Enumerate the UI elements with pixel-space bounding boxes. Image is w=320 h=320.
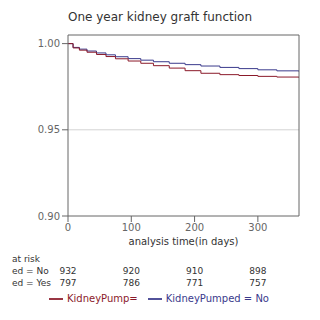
svg-text:analysis time(in days): analysis time(in days) [129, 236, 239, 247]
svg-text:757: 757 [249, 278, 266, 288]
svg-text:0: 0 [65, 222, 71, 233]
svg-text:300: 300 [248, 222, 267, 233]
svg-text:1.00: 1.00 [38, 38, 60, 49]
svg-text:200: 200 [185, 222, 204, 233]
svg-text:910: 910 [186, 266, 203, 276]
html-text:KidneyPumped = No: KidneyPumped = No [165, 293, 269, 304]
svg-text:898: 898 [249, 266, 266, 276]
svg-text:797: 797 [59, 278, 76, 288]
svg-text:771: 771 [186, 278, 203, 288]
html-text:One year kidney graft function: One year kidney graft function [67, 10, 252, 24]
svg-text:0.95: 0.95 [38, 124, 60, 135]
svg-text:0.90: 0.90 [38, 211, 60, 222]
svg-text:at risk: at risk [12, 254, 41, 264]
svg-text:786: 786 [123, 278, 140, 288]
svg-text:ed = No: ed = No [12, 266, 49, 276]
html-text:KidneyPump=: KidneyPump= [67, 293, 138, 304]
svg-text:920: 920 [123, 266, 140, 276]
svg-text:932: 932 [59, 266, 76, 276]
svg-text:100: 100 [122, 222, 141, 233]
svg-text:ed = Yes: ed = Yes [12, 278, 51, 288]
